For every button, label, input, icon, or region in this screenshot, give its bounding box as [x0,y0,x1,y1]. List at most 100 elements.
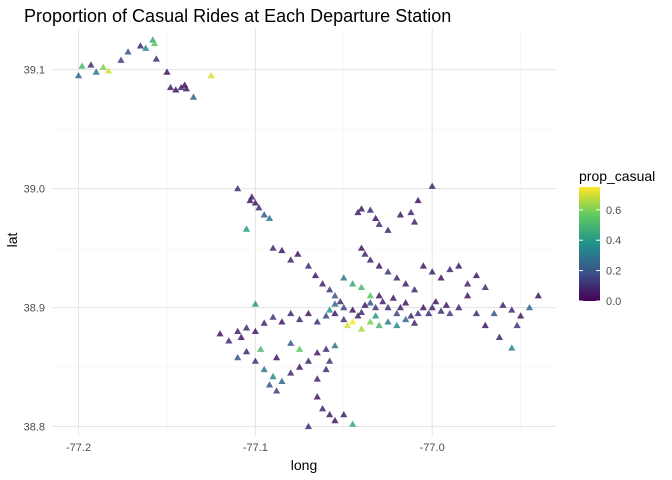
station-point [87,61,95,68]
station-point [295,345,304,352]
station-point [177,83,185,91]
station-point [295,315,304,323]
station-point [322,365,330,373]
station-point [278,377,286,384]
station-point [357,205,366,212]
legend-tick-label: 0.2 [606,266,621,278]
station-point [407,312,415,319]
station-point [124,48,132,55]
station-point [366,292,374,299]
station-point [410,286,419,293]
station-point [384,303,392,311]
y-axis-ticks: 38.8 38.9 39.0 39.1 [24,65,45,434]
station-point [294,250,302,257]
station-point [366,206,374,213]
station-point [357,283,366,291]
station-point [278,246,286,254]
station-point [304,422,313,430]
station-point [251,300,259,307]
station-point [442,301,450,308]
station-point [269,244,277,251]
station-point [419,303,427,311]
station-point [437,274,445,281]
station-point [349,318,357,325]
station-point [361,301,369,308]
station-point [311,271,320,279]
station-point [242,324,251,331]
station-point [499,301,507,308]
station-point [304,309,313,317]
station-point [304,262,313,269]
station-point [260,211,268,218]
station-point [331,300,339,307]
station-point [414,309,422,317]
station-point [272,353,281,361]
station-point [313,349,321,356]
station-point [396,211,404,218]
station-point [384,318,392,325]
station-point [260,319,268,326]
station-point [234,184,242,192]
y-tick-label: 39.1 [24,65,45,77]
station-point [357,308,366,315]
station-point [354,312,362,319]
y-tick-label: 38.8 [24,421,45,433]
station-point [525,303,534,311]
station-point [375,321,383,329]
station-point [287,256,295,263]
station-point [318,405,327,412]
x-tick-label: -77.0 [420,442,445,454]
station-point [216,330,224,337]
station-point [389,294,397,301]
station-point [410,218,419,225]
station-point [234,353,242,361]
station-point [463,292,472,299]
station-point [437,307,445,314]
station-point [340,315,348,323]
station-point [242,225,251,232]
station-point [463,280,472,287]
station-point [490,309,498,317]
y-tick-label: 39.0 [24,184,45,196]
station-point [331,292,339,299]
station-point [237,333,245,340]
station-point [189,93,198,100]
station-point [393,309,401,317]
station-point [393,274,401,281]
station-point [472,309,481,317]
chart-title: Proportion of Casual Rides at Each Depar… [24,6,452,26]
station-point [481,321,489,329]
station-point [357,325,366,332]
station-point [331,416,339,424]
station-point [313,318,321,325]
station-point [257,345,265,352]
station-point [318,280,327,287]
station-point [278,318,286,325]
y-axis-title: lat [4,233,20,248]
legend-tick-label: 0.6 [606,205,621,217]
station-point [357,244,366,251]
station-point [508,344,516,351]
station-point [472,271,481,279]
station-point [428,268,436,275]
station-point [326,410,334,418]
station-point [366,256,374,263]
station-point [136,42,145,49]
station-point [375,262,383,269]
station-point [340,274,348,281]
station-point [331,309,339,317]
station-point [251,199,259,206]
station-point [287,309,295,317]
station-point [372,312,380,319]
station-point [225,337,233,344]
station-point [340,410,348,418]
station-point [407,208,415,216]
station-point [242,347,251,355]
station-point [326,306,334,313]
x-axis-ticks: -77.2 -77.1 -77.0 [66,442,445,454]
station-point [295,363,304,370]
station-point [495,333,504,340]
station-point [234,327,242,335]
station-point [265,214,274,222]
